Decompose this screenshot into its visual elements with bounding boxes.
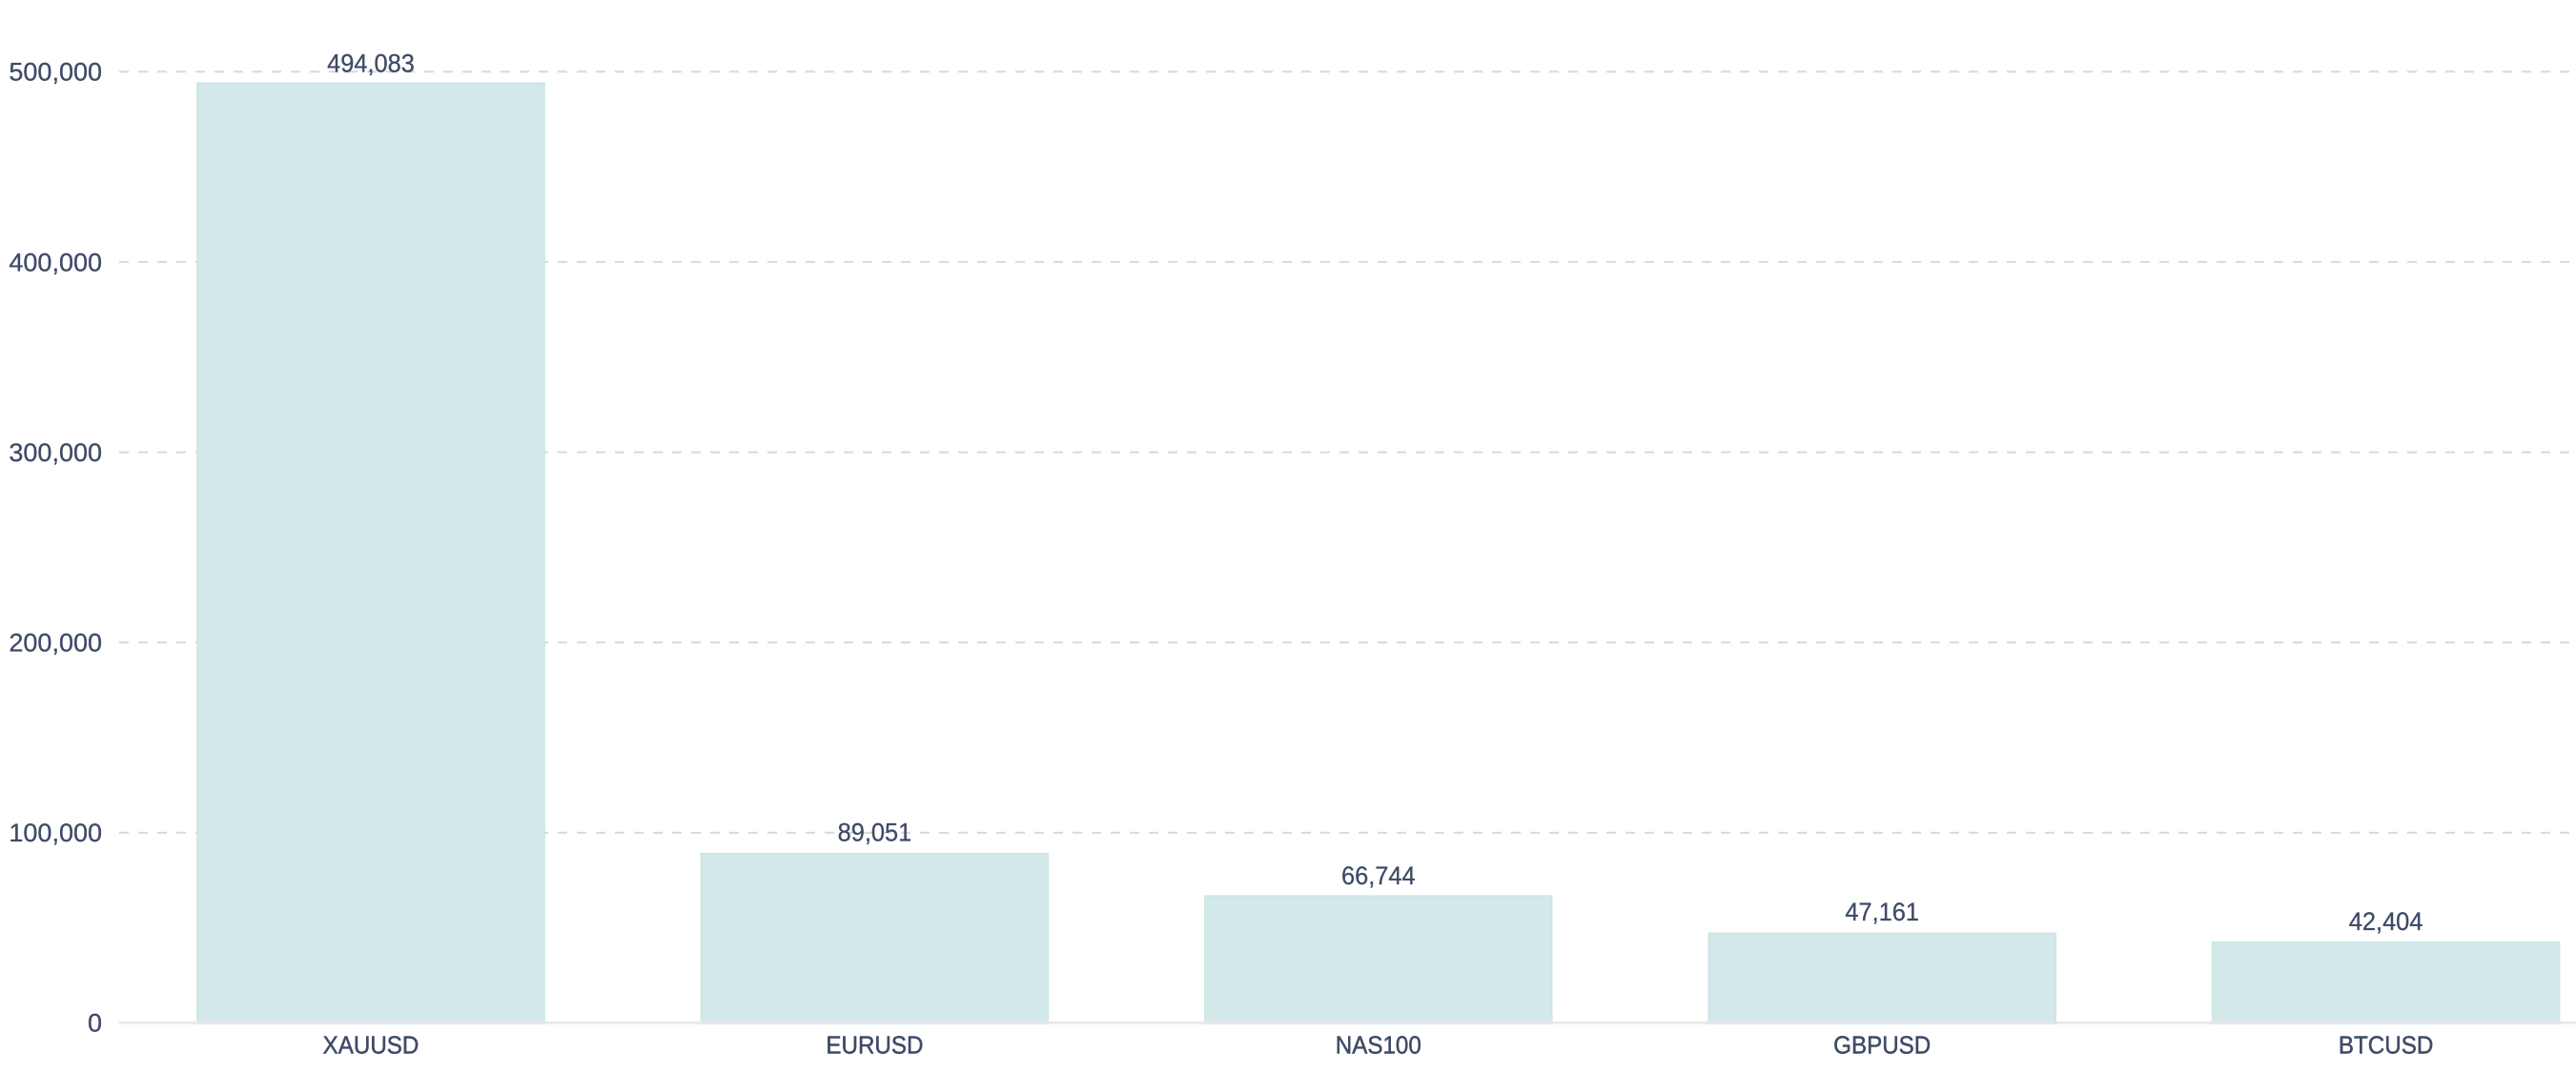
svg-text:EURUSD: EURUSD xyxy=(826,1032,923,1060)
svg-text:GBPUSD: GBPUSD xyxy=(1833,1032,1931,1060)
svg-text:494,083: 494,083 xyxy=(327,49,415,78)
svg-text:400,000: 400,000 xyxy=(9,249,102,277)
svg-text:300,000: 300,000 xyxy=(9,438,102,467)
svg-text:XAUUSD: XAUUSD xyxy=(323,1032,419,1060)
svg-text:47,161: 47,161 xyxy=(1845,897,1919,926)
svg-text:100,000: 100,000 xyxy=(9,819,102,847)
svg-text:BTCUSD: BTCUSD xyxy=(2339,1032,2433,1060)
svg-text:NAS100: NAS100 xyxy=(1336,1032,1421,1060)
svg-text:0: 0 xyxy=(88,1009,102,1038)
svg-text:66,744: 66,744 xyxy=(1341,860,1416,890)
svg-text:89,051: 89,051 xyxy=(838,818,912,847)
svg-text:42,404: 42,404 xyxy=(2349,906,2423,936)
svg-text:200,000: 200,000 xyxy=(9,629,102,658)
svg-text:500,000: 500,000 xyxy=(9,58,102,87)
